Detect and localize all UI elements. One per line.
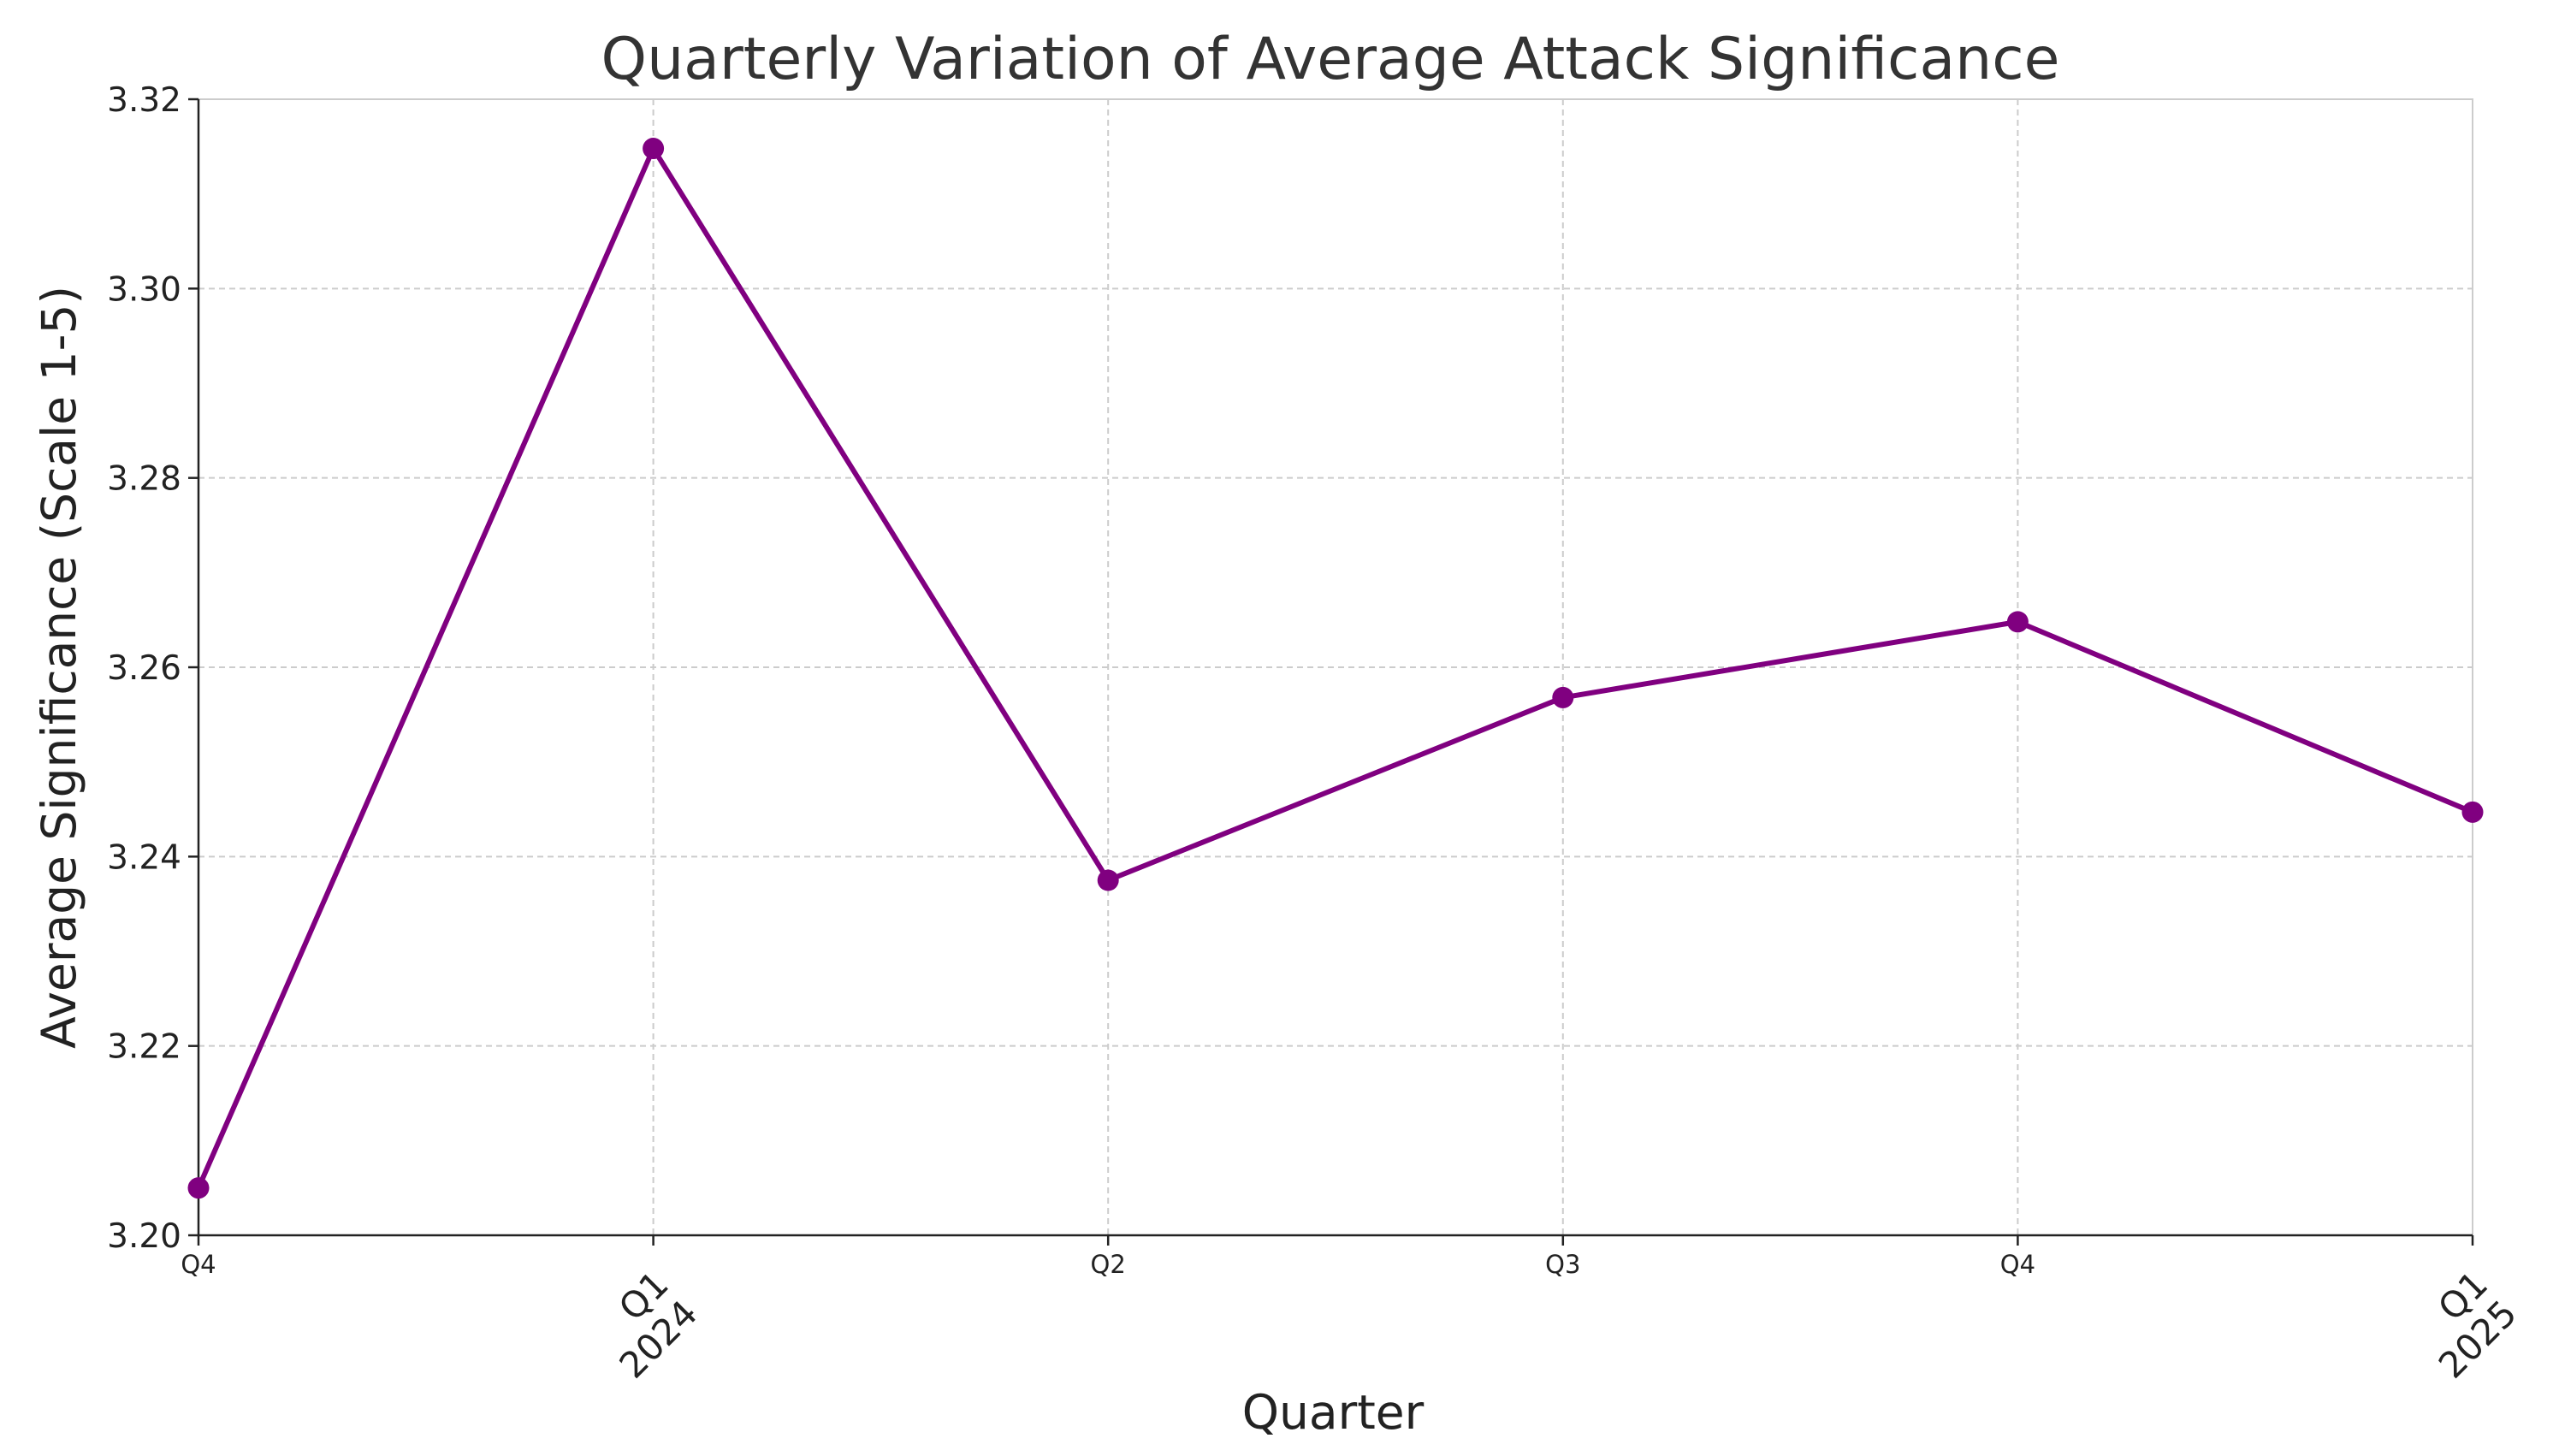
x-tick-label: Q2 <box>1091 1250 1126 1279</box>
y-tick-label: 3.20 <box>107 1217 181 1256</box>
x-tick-label: Q3 <box>1545 1250 1580 1279</box>
x-axis-label: Quarter <box>1242 1385 1425 1440</box>
series-line <box>196 145 2474 1189</box>
y-tick-label: 3.32 <box>107 81 181 120</box>
data-series <box>187 138 2484 1199</box>
y-tick-label: 3.22 <box>107 1028 181 1067</box>
y-tick-label: 3.26 <box>107 649 181 688</box>
data-point <box>187 1177 210 1199</box>
y-tick-label: 3.30 <box>107 270 181 309</box>
data-point <box>1552 686 1574 708</box>
data-point <box>1097 869 1119 891</box>
y-tick-label: 3.28 <box>107 460 181 499</box>
x-tick-label: Q4 <box>2000 1250 2035 1279</box>
data-point <box>2461 801 2484 823</box>
x-tick-label: Q4 <box>181 1250 216 1279</box>
y-axis-label: Average Significance (Scale 1-5) <box>32 286 86 1049</box>
chart-title: Quarterly Variation of Average Attack Si… <box>601 26 2060 93</box>
data-point <box>643 138 665 160</box>
y-tick-label: 3.24 <box>107 838 181 877</box>
data-point <box>2006 611 2029 633</box>
